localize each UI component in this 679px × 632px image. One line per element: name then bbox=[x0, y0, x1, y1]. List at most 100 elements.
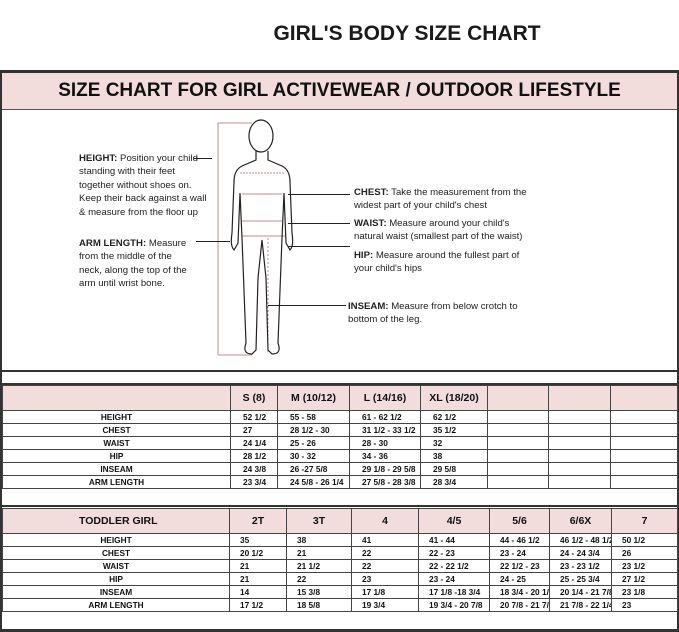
inseam-instruction: INSEAM: Measure from below crotch to bot… bbox=[348, 300, 528, 327]
table-cell: 29 5/8 bbox=[420, 462, 488, 476]
border-left bbox=[0, 70, 2, 632]
table-cell: 23 - 24 bbox=[418, 572, 490, 586]
section-banner: SIZE CHART FOR GIRL ACTIVEWEAR / OUTDOOR… bbox=[2, 73, 677, 110]
arm-length-text: Measure from the middle of the neck, alo… bbox=[79, 238, 187, 290]
table-cell: 24 1/4 bbox=[230, 436, 278, 450]
table-cell: 18 5/8 bbox=[286, 598, 352, 612]
table-header-row: S (8) M (10/12) L (14/16) XL (18/20) bbox=[2, 385, 678, 411]
row-label: CHEST bbox=[2, 546, 230, 560]
arm-length-instruction: ARM LENGTH: Measure from the middle of t… bbox=[79, 237, 197, 291]
column-header-label: TODDLER GIRL bbox=[2, 508, 230, 534]
column-header: 6/6X bbox=[549, 508, 612, 534]
table-cell bbox=[487, 449, 549, 463]
table-cell: 25 - 25 3/4 bbox=[549, 572, 612, 586]
table-cell: 31 1/2 - 33 1/2 bbox=[349, 423, 421, 437]
table-cell: 22 bbox=[351, 559, 419, 573]
column-header: 3T bbox=[286, 508, 352, 534]
table-cell: 28 1/2 bbox=[230, 449, 278, 463]
table-cell: 52 1/2 bbox=[230, 410, 278, 424]
table-row: HEIGHT 52 1/2 55 - 58 61 - 62 1/2 62 1/2 bbox=[2, 410, 678, 424]
table-cell bbox=[487, 462, 549, 476]
chest-instruction: CHEST: Take the measurement from the wid… bbox=[354, 186, 529, 213]
table-cell: 26 bbox=[611, 546, 678, 560]
table-cell: 17 1/2 bbox=[229, 598, 287, 612]
column-header-label bbox=[2, 385, 231, 411]
table-cell: 50 1/2 bbox=[611, 533, 678, 547]
table-cell: 23 - 23 1/2 bbox=[549, 559, 612, 573]
table-cell: 35 bbox=[229, 533, 287, 547]
table-row: HIP 21 22 23 23 - 24 24 - 25 25 - 25 3/4 27 1/2 bbox=[2, 572, 678, 586]
table-cell bbox=[610, 449, 678, 463]
table-row: ARM LENGTH 23 3/4 24 5/8 - 26 1/4 27 5/8 - … bbox=[2, 475, 678, 489]
row-label: ARM LENGTH bbox=[2, 475, 231, 489]
table-cell: 21 bbox=[286, 546, 352, 560]
row-label: HIP bbox=[2, 572, 230, 586]
table-row: CHEST 27 28 1/2 - 30 31 1/2 - 33 1/2 35 1/2 bbox=[2, 423, 678, 437]
table-cell: 23 1/8 bbox=[611, 585, 678, 599]
table-cell bbox=[610, 410, 678, 424]
table-cell: 46 1/2 - 48 1/2 bbox=[549, 533, 612, 547]
chest-text: Take the measurement from the widest par… bbox=[354, 187, 527, 212]
table-cell bbox=[610, 423, 678, 437]
height-leader-line bbox=[194, 158, 212, 159]
table-cell bbox=[548, 423, 611, 437]
page-title: GIRL'S BODY SIZE CHART bbox=[273, 22, 541, 45]
table-cell: 21 1/2 bbox=[286, 559, 352, 573]
girl-size-table: S (8) M (10/12) L (14/16) XL (18/20) HEIGHT 5… bbox=[2, 385, 678, 489]
column-header: S (8) bbox=[230, 385, 278, 411]
row-label: WAIST bbox=[2, 436, 231, 450]
table-cell bbox=[548, 475, 611, 489]
table-cell bbox=[548, 410, 611, 424]
column-header: 4/5 bbox=[418, 508, 490, 534]
table-cell: 23 bbox=[351, 572, 419, 586]
table-row: WAIST 24 1/4 25 - 26 28 - 30 32 bbox=[2, 436, 678, 450]
arm-length-label: ARM LENGTH: bbox=[79, 238, 147, 249]
table-cell bbox=[548, 449, 611, 463]
hip-label: HIP: bbox=[354, 250, 374, 261]
column-header: 2T bbox=[229, 508, 287, 534]
column-header: XL (18/20) bbox=[420, 385, 488, 411]
row-label: HIP bbox=[2, 449, 231, 463]
column-header: 7 bbox=[611, 508, 678, 534]
row-label: INSEAM bbox=[2, 462, 231, 476]
table-cell: 23 bbox=[611, 598, 678, 612]
table-cell: 61 - 62 1/2 bbox=[349, 410, 421, 424]
arm-leader-line bbox=[196, 241, 230, 242]
table-cell: 29 1/8 - 29 5/8 bbox=[349, 462, 421, 476]
table-cell: 22 - 22 1/2 bbox=[418, 559, 490, 573]
waist-label: WAIST: bbox=[354, 218, 387, 229]
table-cell: 28 3/4 bbox=[420, 475, 488, 489]
row-label: HEIGHT bbox=[2, 533, 230, 547]
table-cell: 27 bbox=[230, 423, 278, 437]
waist-instruction: WAIST: Measure around your child's natur… bbox=[354, 217, 534, 244]
table-cell bbox=[610, 436, 678, 450]
table-cell: 20 1/2 bbox=[229, 546, 287, 560]
column-header bbox=[487, 385, 549, 411]
table-cell bbox=[548, 436, 611, 450]
height-label: HEIGHT: bbox=[79, 153, 118, 164]
table-cell: 26 -27 5/8 bbox=[277, 462, 350, 476]
table-cell: 19 3/4 - 20 7/8 bbox=[418, 598, 490, 612]
table-cell: 23 - 24 bbox=[489, 546, 550, 560]
table-row: HIP 28 1/2 30 - 32 34 - 36 38 bbox=[2, 449, 678, 463]
table-cell: 24 - 25 bbox=[489, 572, 550, 586]
table-cell: 22 1/2 - 23 bbox=[489, 559, 550, 573]
table-cell: 20 7/8 - 21 7/8 bbox=[489, 598, 550, 612]
table-cell bbox=[487, 410, 549, 424]
table-cell: 24 3/8 bbox=[230, 462, 278, 476]
table-cell: 25 - 26 bbox=[277, 436, 350, 450]
row-label: ARM LENGTH bbox=[2, 598, 230, 612]
table-cell bbox=[487, 436, 549, 450]
table-cell: 30 - 32 bbox=[277, 449, 350, 463]
table-cell: 38 bbox=[420, 449, 488, 463]
table-cell: 34 - 36 bbox=[349, 449, 421, 463]
table-cell: 18 3/4 - 20 1/4 bbox=[489, 585, 550, 599]
table-row: WAIST 21 21 1/2 22 22 - 22 1/2 22 1/2 - 23 23 … bbox=[2, 559, 678, 573]
table-cell: 21 7/8 - 22 1/4 bbox=[549, 598, 612, 612]
inseam-text: Measure from below crotch to bottom of t… bbox=[348, 301, 518, 326]
chest-leader-line bbox=[288, 194, 350, 195]
divider bbox=[0, 370, 679, 372]
table-row: INSEAM 24 3/8 26 -27 5/8 29 1/8 - 29 5/8 29 … bbox=[2, 462, 678, 476]
hip-leader-line bbox=[288, 246, 350, 247]
